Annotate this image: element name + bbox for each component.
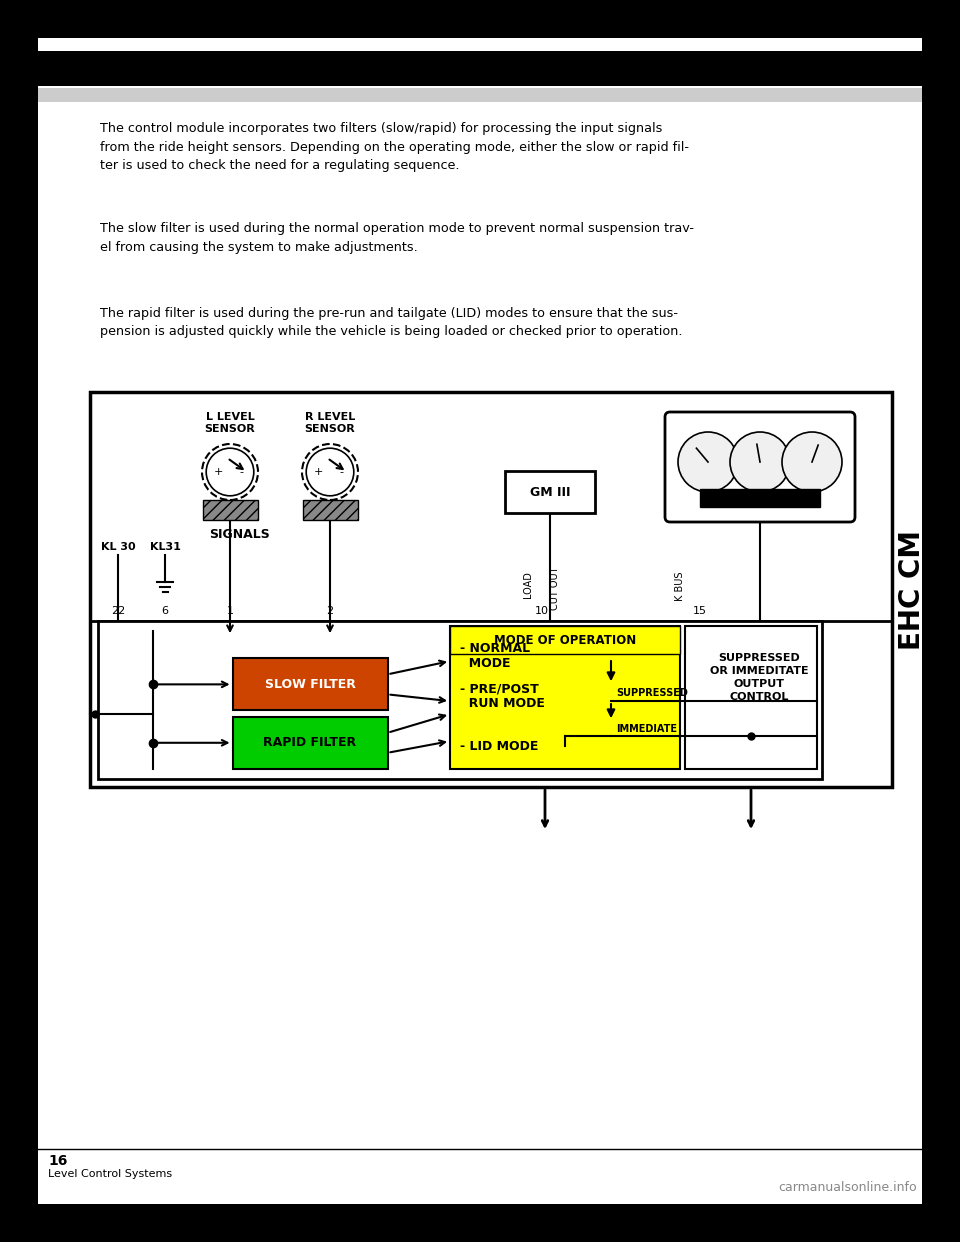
Text: 6: 6 (161, 606, 169, 616)
Text: KL31: KL31 (150, 542, 180, 551)
Text: LOAD: LOAD (523, 571, 533, 597)
Circle shape (306, 448, 354, 496)
Bar (450, 626, 680, 655)
Bar (700, 489, 820, 507)
Bar (232, 658, 388, 710)
Bar (38, 51, 922, 86)
Text: IMMEDIATE: IMMEDIATE (616, 724, 677, 734)
Text: R LEVEL
SENSOR: R LEVEL SENSOR (304, 412, 355, 433)
Text: Level Control Systems: Level Control Systems (48, 1169, 172, 1179)
Circle shape (730, 432, 790, 492)
Text: 1: 1 (227, 606, 233, 616)
Bar (450, 626, 680, 769)
Text: 15: 15 (693, 606, 707, 616)
Text: - LID MODE: - LID MODE (460, 740, 539, 753)
Text: K BUS: K BUS (675, 571, 685, 601)
Text: EHC CM: EHC CM (899, 529, 926, 650)
Text: The rapid filter is used during the pre-run and tailgate (LID) modes to ensure t: The rapid filter is used during the pre-… (100, 307, 683, 339)
Text: +: + (214, 467, 224, 477)
Circle shape (678, 432, 738, 492)
Text: KL 30: KL 30 (101, 542, 135, 551)
Text: MODE OF OPERATION: MODE OF OPERATION (493, 633, 636, 647)
Text: SUPPRESSED: SUPPRESSED (616, 688, 688, 698)
Bar (98, 621, 822, 779)
Text: CUT OUT: CUT OUT (550, 566, 560, 610)
Bar (302, 501, 357, 520)
Text: 10: 10 (535, 606, 549, 616)
Text: SUPPRESSED
OR IMMEDITATE
OUTPUT
CONTROL: SUPPRESSED OR IMMEDITATE OUTPUT CONTROL (710, 653, 808, 702)
Text: RAPID FILTER: RAPID FILTER (263, 737, 356, 749)
Bar (90, 392, 892, 787)
Text: carmanualsonline.info: carmanualsonline.info (779, 1181, 917, 1194)
FancyBboxPatch shape (665, 412, 855, 522)
Text: 16: 16 (48, 1154, 67, 1167)
Text: - PRE/POST
  RUN MODE: - PRE/POST RUN MODE (460, 682, 545, 710)
Text: 22: 22 (110, 606, 125, 616)
Bar (505, 471, 595, 513)
Text: The control module incorporates two filters (slow/rapid) for processing the inpu: The control module incorporates two filt… (100, 122, 689, 171)
Text: The slow filter is used during the normal operation mode to prevent normal suspe: The slow filter is used during the norma… (100, 222, 694, 253)
Text: -: - (339, 467, 344, 477)
Text: SLOW FILTER: SLOW FILTER (265, 678, 355, 691)
Bar (38, 88, 922, 102)
Text: L LEVEL
SENSOR: L LEVEL SENSOR (204, 412, 255, 433)
Text: -: - (239, 467, 243, 477)
Text: - NORMAL
  MODE: - NORMAL MODE (460, 642, 530, 671)
Bar (232, 717, 388, 769)
Text: GM III: GM III (530, 486, 570, 498)
Bar (203, 501, 257, 520)
Circle shape (206, 448, 253, 496)
Text: SIGNALS: SIGNALS (209, 528, 271, 542)
Text: 2: 2 (326, 606, 333, 616)
Bar (685, 626, 817, 769)
Text: +: + (314, 467, 324, 477)
Circle shape (782, 432, 842, 492)
